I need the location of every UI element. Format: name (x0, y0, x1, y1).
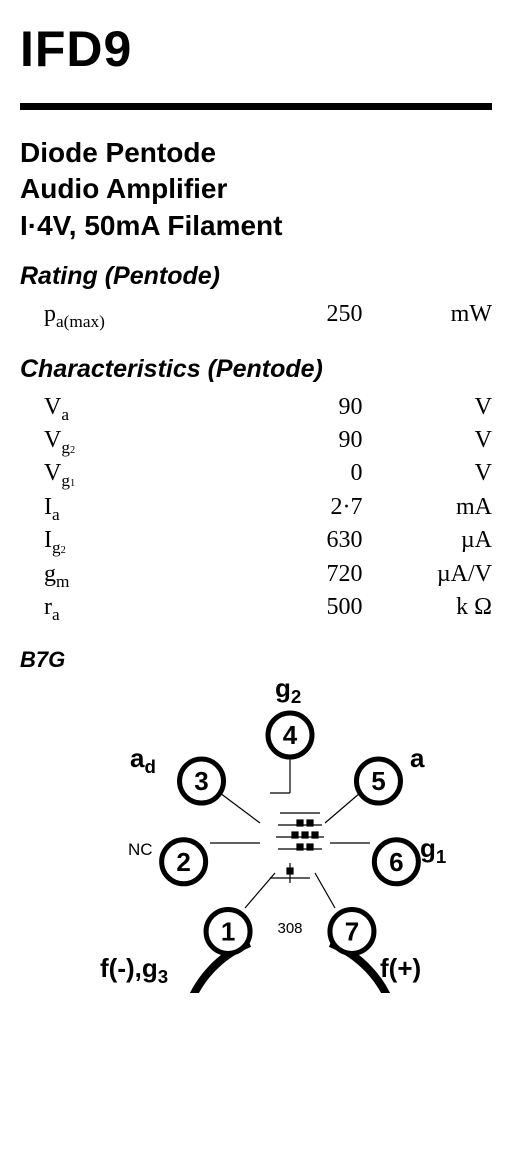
table-row: gm720µA/V (44, 559, 492, 592)
table-row: Vg10V (44, 458, 492, 491)
value: 2·7 (193, 492, 392, 525)
svg-text:3: 3 (194, 766, 208, 796)
desc-line1: Diode Pentode (20, 135, 492, 171)
svg-text:2: 2 (176, 847, 190, 877)
pinout-svg: 1 2 3 4 5 6 7 308 (120, 673, 460, 993)
value: 0 (193, 458, 392, 491)
pinout-diagram: 1234567308NCf(-),g3adg2ag1f(+) (120, 673, 460, 993)
pin-label-nc: NC (128, 840, 153, 860)
divider (20, 103, 492, 110)
svg-text:5: 5 (371, 766, 385, 796)
pin-label: a (410, 743, 424, 774)
pin-label: f(+) (380, 953, 421, 984)
rating-heading: Rating (Pentode) (20, 262, 492, 291)
rating-table: pa(max)250mW (44, 299, 492, 332)
symbol: Ia (44, 492, 193, 525)
tube-model: IFD9 (20, 20, 492, 78)
value: 720 (193, 559, 392, 592)
unit: V (392, 425, 492, 458)
characteristics-table: Va90VVg290VVg10VIa2·7mAIg2630µAgm720µA/V… (44, 392, 492, 626)
value: 90 (193, 425, 392, 458)
description: Diode Pentode Audio Amplifier I·4V, 50mA… (20, 135, 492, 244)
unit: µA (392, 525, 492, 558)
pin-label: g1 (420, 833, 446, 868)
svg-text:6: 6 (389, 847, 403, 877)
symbol: Vg2 (44, 425, 193, 458)
svg-text:4: 4 (283, 720, 298, 750)
value: 630 (193, 525, 392, 558)
svg-text:308: 308 (277, 920, 302, 937)
unit: V (392, 392, 492, 425)
desc-line3: I·4V, 50mA Filament (20, 208, 492, 244)
symbol: ra (44, 592, 193, 625)
unit: µA/V (392, 559, 492, 592)
unit: V (392, 458, 492, 491)
unit: mA (392, 492, 492, 525)
unit: mW (392, 299, 492, 332)
table-row: ra500k Ω (44, 592, 492, 625)
base-label: B7G (20, 647, 492, 673)
symbol: Vg1 (44, 458, 193, 491)
table-row: Ia2·7mA (44, 492, 492, 525)
symbol: Va (44, 392, 193, 425)
value: 500 (193, 592, 392, 625)
table-row: Va90V (44, 392, 492, 425)
desc-line2: Audio Amplifier (20, 171, 492, 207)
unit: k Ω (392, 592, 492, 625)
pin-label: g2 (275, 673, 301, 708)
value: 250 (193, 299, 392, 332)
svg-text:7: 7 (345, 917, 359, 947)
svg-text:1: 1 (221, 917, 235, 947)
value: 90 (193, 392, 392, 425)
pin-label: f(-),g3 (100, 953, 168, 988)
symbol: pa(max) (44, 299, 193, 332)
table-row: Ig2630µA (44, 525, 492, 558)
characteristics-heading: Characteristics (Pentode) (20, 355, 492, 384)
pin-label: ad (130, 743, 156, 778)
table-row: pa(max)250mW (44, 299, 492, 332)
symbol: gm (44, 559, 193, 592)
symbol: Ig2 (44, 525, 193, 558)
table-row: Vg290V (44, 425, 492, 458)
